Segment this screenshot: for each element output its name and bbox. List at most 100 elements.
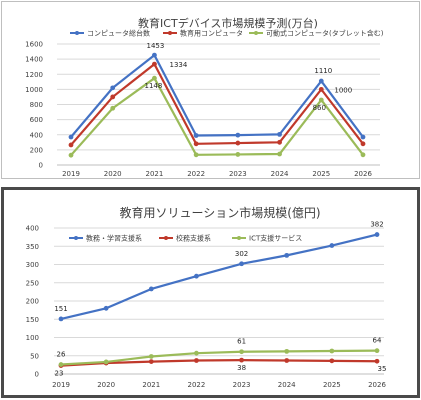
y-tick-label: 400 <box>30 131 43 139</box>
data-point <box>58 316 64 322</box>
data-point <box>277 139 282 145</box>
data-point <box>318 78 324 84</box>
y-tick-label: 200 <box>30 146 43 154</box>
y-tick-label: 600 <box>30 116 43 124</box>
solution-chart-frame: 教育用ソリューション市場規模(億円) 0 50 100 150 200 250 300 350… <box>1 187 420 398</box>
chart-title: 教育用ソリューション市場規模(億円) <box>119 205 320 220</box>
x-tick-label: 2020 <box>97 381 115 389</box>
data-label: 35 <box>378 365 387 373</box>
data-point <box>194 350 199 356</box>
data-point <box>239 349 244 355</box>
x-tick-label: 2021 <box>142 381 160 389</box>
x-tick-label: 2026 <box>368 381 386 389</box>
data-point <box>374 232 380 237</box>
data-point <box>58 362 64 367</box>
legend-label: コンピュータ総台数 <box>87 29 150 38</box>
data-point <box>193 133 199 138</box>
data-point <box>329 243 335 248</box>
data-label: 64 <box>373 337 382 345</box>
data-point <box>193 141 199 147</box>
legend-swatch-marker <box>254 31 258 35</box>
data-point <box>152 61 157 67</box>
data-point <box>110 94 116 100</box>
series-line <box>70 77 364 156</box>
data-label: 1000 <box>334 86 352 94</box>
data-point <box>329 358 335 364</box>
data-point <box>374 358 380 364</box>
data-point <box>329 348 335 354</box>
data-label: 1110 <box>314 67 332 75</box>
data-point <box>277 131 282 137</box>
data-point <box>152 75 157 81</box>
data-point <box>284 358 290 363</box>
y-tick-label: 400 <box>26 225 39 233</box>
legend-swatch-marker <box>164 236 168 240</box>
device-market-chart: 教育ICTデバイス市場規模予測(万台) 0 200 400 600 800 1000 120… <box>25 16 384 178</box>
y-tick-label: 800 <box>30 101 43 109</box>
x-tick-label: 2022 <box>187 170 205 178</box>
legend-swatch-marker <box>237 236 241 240</box>
data-point <box>360 134 366 140</box>
x-tick-label: 2019 <box>52 381 70 389</box>
series-line <box>70 63 364 146</box>
y-tick-label: 250 <box>26 279 39 287</box>
data-point <box>68 152 74 158</box>
y-tick-label: 0 <box>35 371 39 379</box>
data-point <box>374 348 380 354</box>
data-point <box>360 141 366 147</box>
data-point <box>360 152 366 158</box>
device-chart-frame: 教育ICTデバイス市場規模予測(万台) 0 200 400 600 800 1000 120… <box>1 1 420 179</box>
data-point <box>68 142 74 148</box>
data-label: 1453 <box>147 42 165 50</box>
data-point <box>148 354 154 359</box>
series-line <box>60 349 378 366</box>
y-tick-label: 0 <box>39 162 43 170</box>
x-tick-label: 2022 <box>188 381 206 389</box>
x-tick-label: 2020 <box>104 170 122 178</box>
x-tick-label: 2024 <box>271 170 289 178</box>
data-point <box>284 348 290 354</box>
data-point <box>318 97 324 103</box>
data-point <box>148 359 154 364</box>
x-tick-label: 2021 <box>146 170 164 178</box>
data-point <box>284 252 290 258</box>
series-line <box>70 54 364 138</box>
data-label: 1334 <box>170 61 188 69</box>
y-tick-label: 300 <box>26 261 39 269</box>
y-tick-label: 150 <box>26 316 39 324</box>
y-tick-label: 1400 <box>25 56 43 64</box>
legend-label: ICT支援サービス <box>249 234 302 243</box>
solution-market-chart: 教育用ソリューション市場規模(億円) 0 50 100 150 200 250 300 350… <box>26 205 387 389</box>
x-tick-label: 2024 <box>278 381 296 389</box>
data-point <box>235 140 241 146</box>
y-tick-label: 100 <box>26 334 39 342</box>
data-label: 26 <box>57 351 66 359</box>
data-point <box>235 132 241 138</box>
data-point <box>194 273 199 279</box>
chart-title: 教育ICTデバイス市場規模予測(万台) <box>138 16 318 30</box>
legend-label: 可動式コンピュータ(タブレット含む) <box>266 29 384 38</box>
data-point <box>194 358 199 363</box>
y-tick-label: 350 <box>26 243 39 251</box>
data-point <box>277 151 282 157</box>
x-tick-label: 2025 <box>323 381 341 389</box>
data-point <box>110 85 116 91</box>
data-point <box>152 52 157 58</box>
x-tick-label: 2023 <box>229 170 247 178</box>
data-label: 151 <box>54 305 67 313</box>
data-label: 38 <box>237 364 246 372</box>
legend-swatch-marker <box>168 31 172 35</box>
y-tick-label: 1600 <box>25 41 43 49</box>
x-tick-label: 2025 <box>312 170 330 178</box>
data-label: 302 <box>235 250 248 258</box>
data-point <box>148 286 154 292</box>
data-label: 61 <box>237 338 246 346</box>
legend-label: 校務支援系 <box>176 234 211 243</box>
y-tick-label: 50 <box>30 352 39 360</box>
data-point <box>239 261 244 267</box>
legend-label: 教育用コンピュータ <box>180 29 243 38</box>
y-tick-label: 1000 <box>25 86 43 94</box>
data-point <box>110 105 116 111</box>
data-label: 382 <box>370 221 383 229</box>
data-label: 860 <box>313 104 326 112</box>
